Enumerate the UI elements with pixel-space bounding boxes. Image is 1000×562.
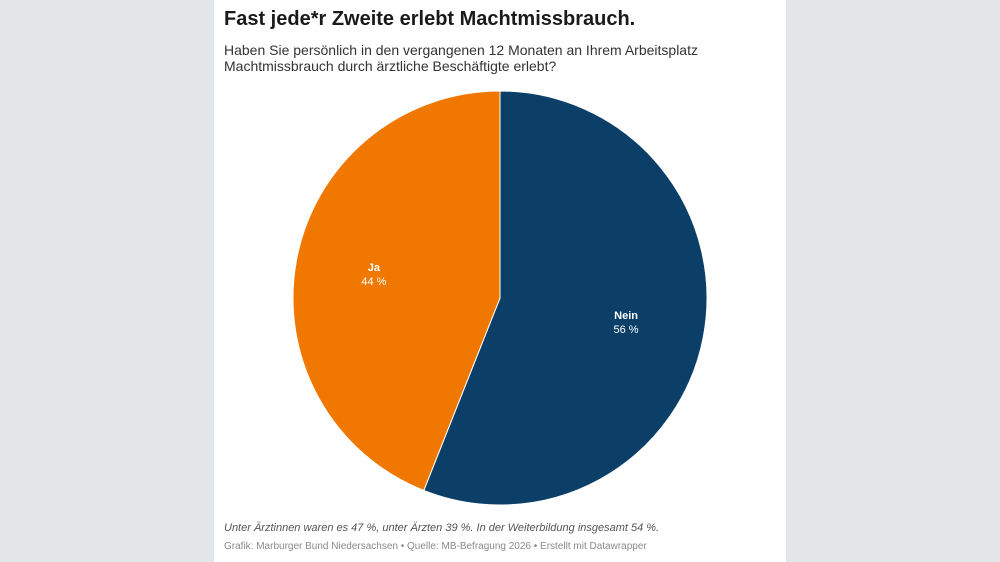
pie-chart: Nein 56 % Ja 44 % [292, 90, 708, 506]
pie-slice-ja [292, 90, 501, 492]
slice-label-ja: Ja [368, 262, 381, 274]
chart-card: Fast jede*r Zweite erlebt Machtmissbrauc… [214, 0, 786, 562]
chart-subtitle: Haben Sie persönlich in den vergangenen … [224, 42, 698, 74]
chart-credits: Grafik: Marburger Bund Niedersachsen • Q… [224, 541, 647, 552]
slice-value-ja: 44 % [361, 276, 386, 288]
slice-value-nein: 56 % [614, 324, 639, 336]
pie-slice-nein [423, 90, 708, 506]
slice-label-nein: Nein [614, 310, 638, 322]
chart-note: Unter Ärztinnen waren es 47 %, unter Ärz… [224, 522, 660, 534]
chart-title: Fast jede*r Zweite erlebt Machtmissbrauc… [224, 8, 636, 30]
